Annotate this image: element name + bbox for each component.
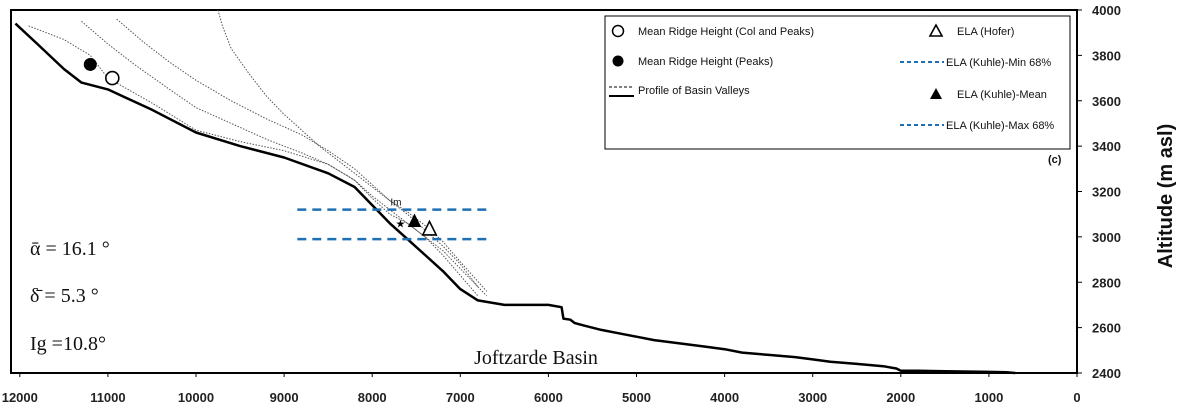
x-tick-label-11000: 11000 [90,390,125,405]
y-tick-label-4000: 4000 [1092,3,1121,18]
y-axis: 2400 2600 2800 3000 3200 3400 3600 3800 4000 [1077,3,1121,381]
valley-profile-line-4 [217,9,479,288]
main-profile-line [14,22,1016,375]
y-tick-label-2400: 2400 [1092,366,1121,381]
x-tick-label-2000: 2000 [886,390,915,405]
y-tick-label-3600: 3600 [1092,94,1121,109]
x-tick-label-9000: 9000 [270,390,299,405]
ridge-peaks-point [83,57,97,71]
legend-open-circle-marker [611,24,625,38]
legend-label-ela-kuhle-max: ELA (Kuhle)-Max 68% [946,120,1054,132]
legend-label-ridge-peaks: Mean Ridge Height (Peaks) [638,56,773,68]
x-tick-label-6000: 6000 [534,390,563,405]
x-tick-label-3000: 3000 [798,390,827,405]
y-tick-label-3800: 3800 [1092,48,1121,63]
y-tick-label-2600: 2600 [1092,321,1121,336]
legend: Mean Ridge Height (Col and Peaks) ELA (H… [604,15,1071,150]
legend-label-ridge-col-peaks: Mean Ridge Height (Col and Peaks) [638,26,814,38]
valley-profile-line-1 [28,25,488,297]
y-tick-label-3200: 3200 [1092,185,1121,200]
x-tick-label-12000: 12000 [2,390,38,405]
stat-delta: δ̄ = 5.3 ° [30,285,99,307]
y-tick-label-3000: 3000 [1092,230,1121,245]
x-tick-label-0: 0 [1073,390,1080,405]
y-axis-title: Altitude (m asl) [1155,124,1177,268]
legend-label-ela-kuhle-mean: ELA (Kuhle)-Mean [957,89,1047,101]
panel-label: (c) [1048,154,1062,166]
ridge-col-peaks-point [105,70,120,86]
x-tick-label-5000: 5000 [622,390,651,405]
im-star-marker: ★ [395,218,405,230]
y-tick-label-3400: 3400 [1092,139,1121,154]
x-tick-label-7000: 7000 [446,390,475,405]
legend-filled-circle-marker [612,55,624,67]
valley-profile-line-3 [116,18,488,292]
ela-kuhle-mean-point [407,213,422,227]
x-tick-label-4000: 4000 [710,390,739,405]
valley-profile-line-2 [81,20,479,297]
legend-open-triangle-marker [928,23,944,37]
main-profile-layer [14,22,1016,375]
ela-hofer-point [421,219,438,236]
im-label: Im [390,197,401,208]
markers: ★ [83,57,438,236]
stat-ig: Ig =10.8° [30,333,106,355]
ela-lines [297,208,489,241]
legend-label-ela-hofer: ELA (Hofer) [957,26,1014,38]
legend-label-profile: Profile of Basin Valleys [638,85,750,97]
x-tick-label-8000: 8000 [358,390,387,405]
stat-alpha: ᾱ = 16.1 ° [30,238,110,260]
x-tick-label-10000: 10000 [178,390,214,405]
legend-box [604,15,1071,150]
legend-filled-triangle-marker [930,88,942,99]
x-tick-label-1000: 1000 [974,390,1003,405]
x-axis: 12000 11000 10000 9000 8000 7000 6000 5000 4000 3… [2,373,1081,405]
y-tick-label-2800: 2800 [1092,275,1121,290]
basin-name: Joftzarde Basin [474,347,598,369]
legend-label-ela-kuhle-min: ELA (Kuhle)-Min 68% [946,57,1051,69]
